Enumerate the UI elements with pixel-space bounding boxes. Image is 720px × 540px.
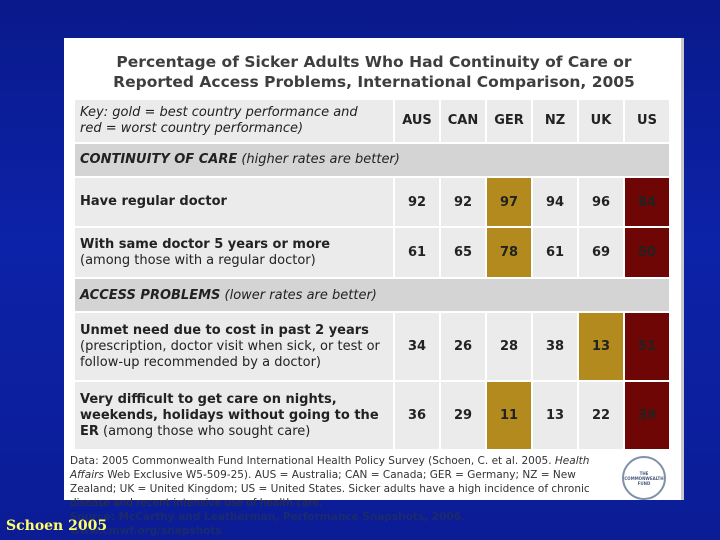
slide-caption: Schoen 2005 [6,518,108,534]
column-header-ger: GER [485,98,533,144]
value-cell: 38 [531,311,579,383]
table-row: With same doctor 5 years or more (among … [73,226,671,279]
slide-frame: Percentage of Sicker Adults Who Had Cont… [64,38,684,537]
header-row: Key: gold = best country performance and… [73,98,671,144]
commonwealth-fund-logo: THE COMMONWEALTH FUND [622,456,666,500]
source-line: Source: McCarthy and Leatherman, Perform… [70,511,465,537]
value-cell-worst: 84 [623,175,671,229]
row-label: With same doctor 5 years or more (among … [73,226,395,279]
chart-title: Percentage of Sicker Adults Who Had Cont… [64,52,684,92]
data-note: Data: 2005 Commonwealth Fund Internation… [70,455,590,509]
column-header-aus: AUS [393,98,441,144]
value-cell: 94 [531,175,579,229]
value-cell-best: 11 [485,380,533,451]
table-row: Unmet need due to cost in past 2 years (… [73,311,671,383]
value-cell: 28 [485,311,533,383]
title-line-1: Percentage of Sicker Adults Who Had Cont… [116,53,632,71]
value-cell: 61 [393,226,441,279]
value-cell: 29 [439,380,487,451]
table-row: Have regular doctor 92 92 97 94 96 84 [73,175,671,229]
value-cell: 69 [577,226,625,279]
column-header-uk: UK [577,98,625,144]
key-legend: Key: gold = best country performance and… [73,98,395,144]
value-cell-worst: 50 [623,226,671,279]
value-cell: 92 [439,175,487,229]
column-header-can: CAN [439,98,487,144]
value-cell: 65 [439,226,487,279]
table-row: Very difficult to get care on nights, we… [73,380,671,451]
comparison-table: Key: gold = best country performance and… [73,98,671,451]
source-note: Data: 2005 Commonwealth Fund Internation… [70,454,610,538]
value-cell-best: 78 [485,226,533,279]
value-cell: 61 [531,226,579,279]
section-note: (lower rates are better) [220,287,377,303]
row-label: Very difficult to get care on nights, we… [73,380,395,451]
column-header-nz: NZ [531,98,579,144]
value-cell: 96 [577,175,625,229]
section-title: ACCESS PROBLEMS [80,287,221,303]
row-label: Unmet need due to cost in past 2 years (… [73,311,395,383]
section-note: (higher rates are better) [237,152,400,168]
value-cell: 26 [439,311,487,383]
value-cell-best: 97 [485,175,533,229]
row-label: Have regular doctor [73,175,395,229]
value-cell-worst: 51 [623,311,671,383]
section-header-access: ACCESS PROBLEMS (lower rates are better) [73,276,671,314]
column-header-us: US [623,98,671,144]
value-cell: 22 [577,380,625,451]
value-cell: 92 [393,175,441,229]
value-cell: 36 [393,380,441,451]
section-header-continuity: CONTINUITY OF CARE (higher rates are bet… [73,141,671,178]
section-title: CONTINUITY OF CARE [80,152,238,168]
value-cell: 34 [393,311,441,383]
title-line-2: Reported Access Problems, International … [113,73,635,91]
value-cell: 13 [531,380,579,451]
comparison-table-wrap: Key: gold = best country performance and… [73,98,671,451]
value-cell-worst: 39 [623,380,671,451]
value-cell-best: 13 [577,311,625,383]
